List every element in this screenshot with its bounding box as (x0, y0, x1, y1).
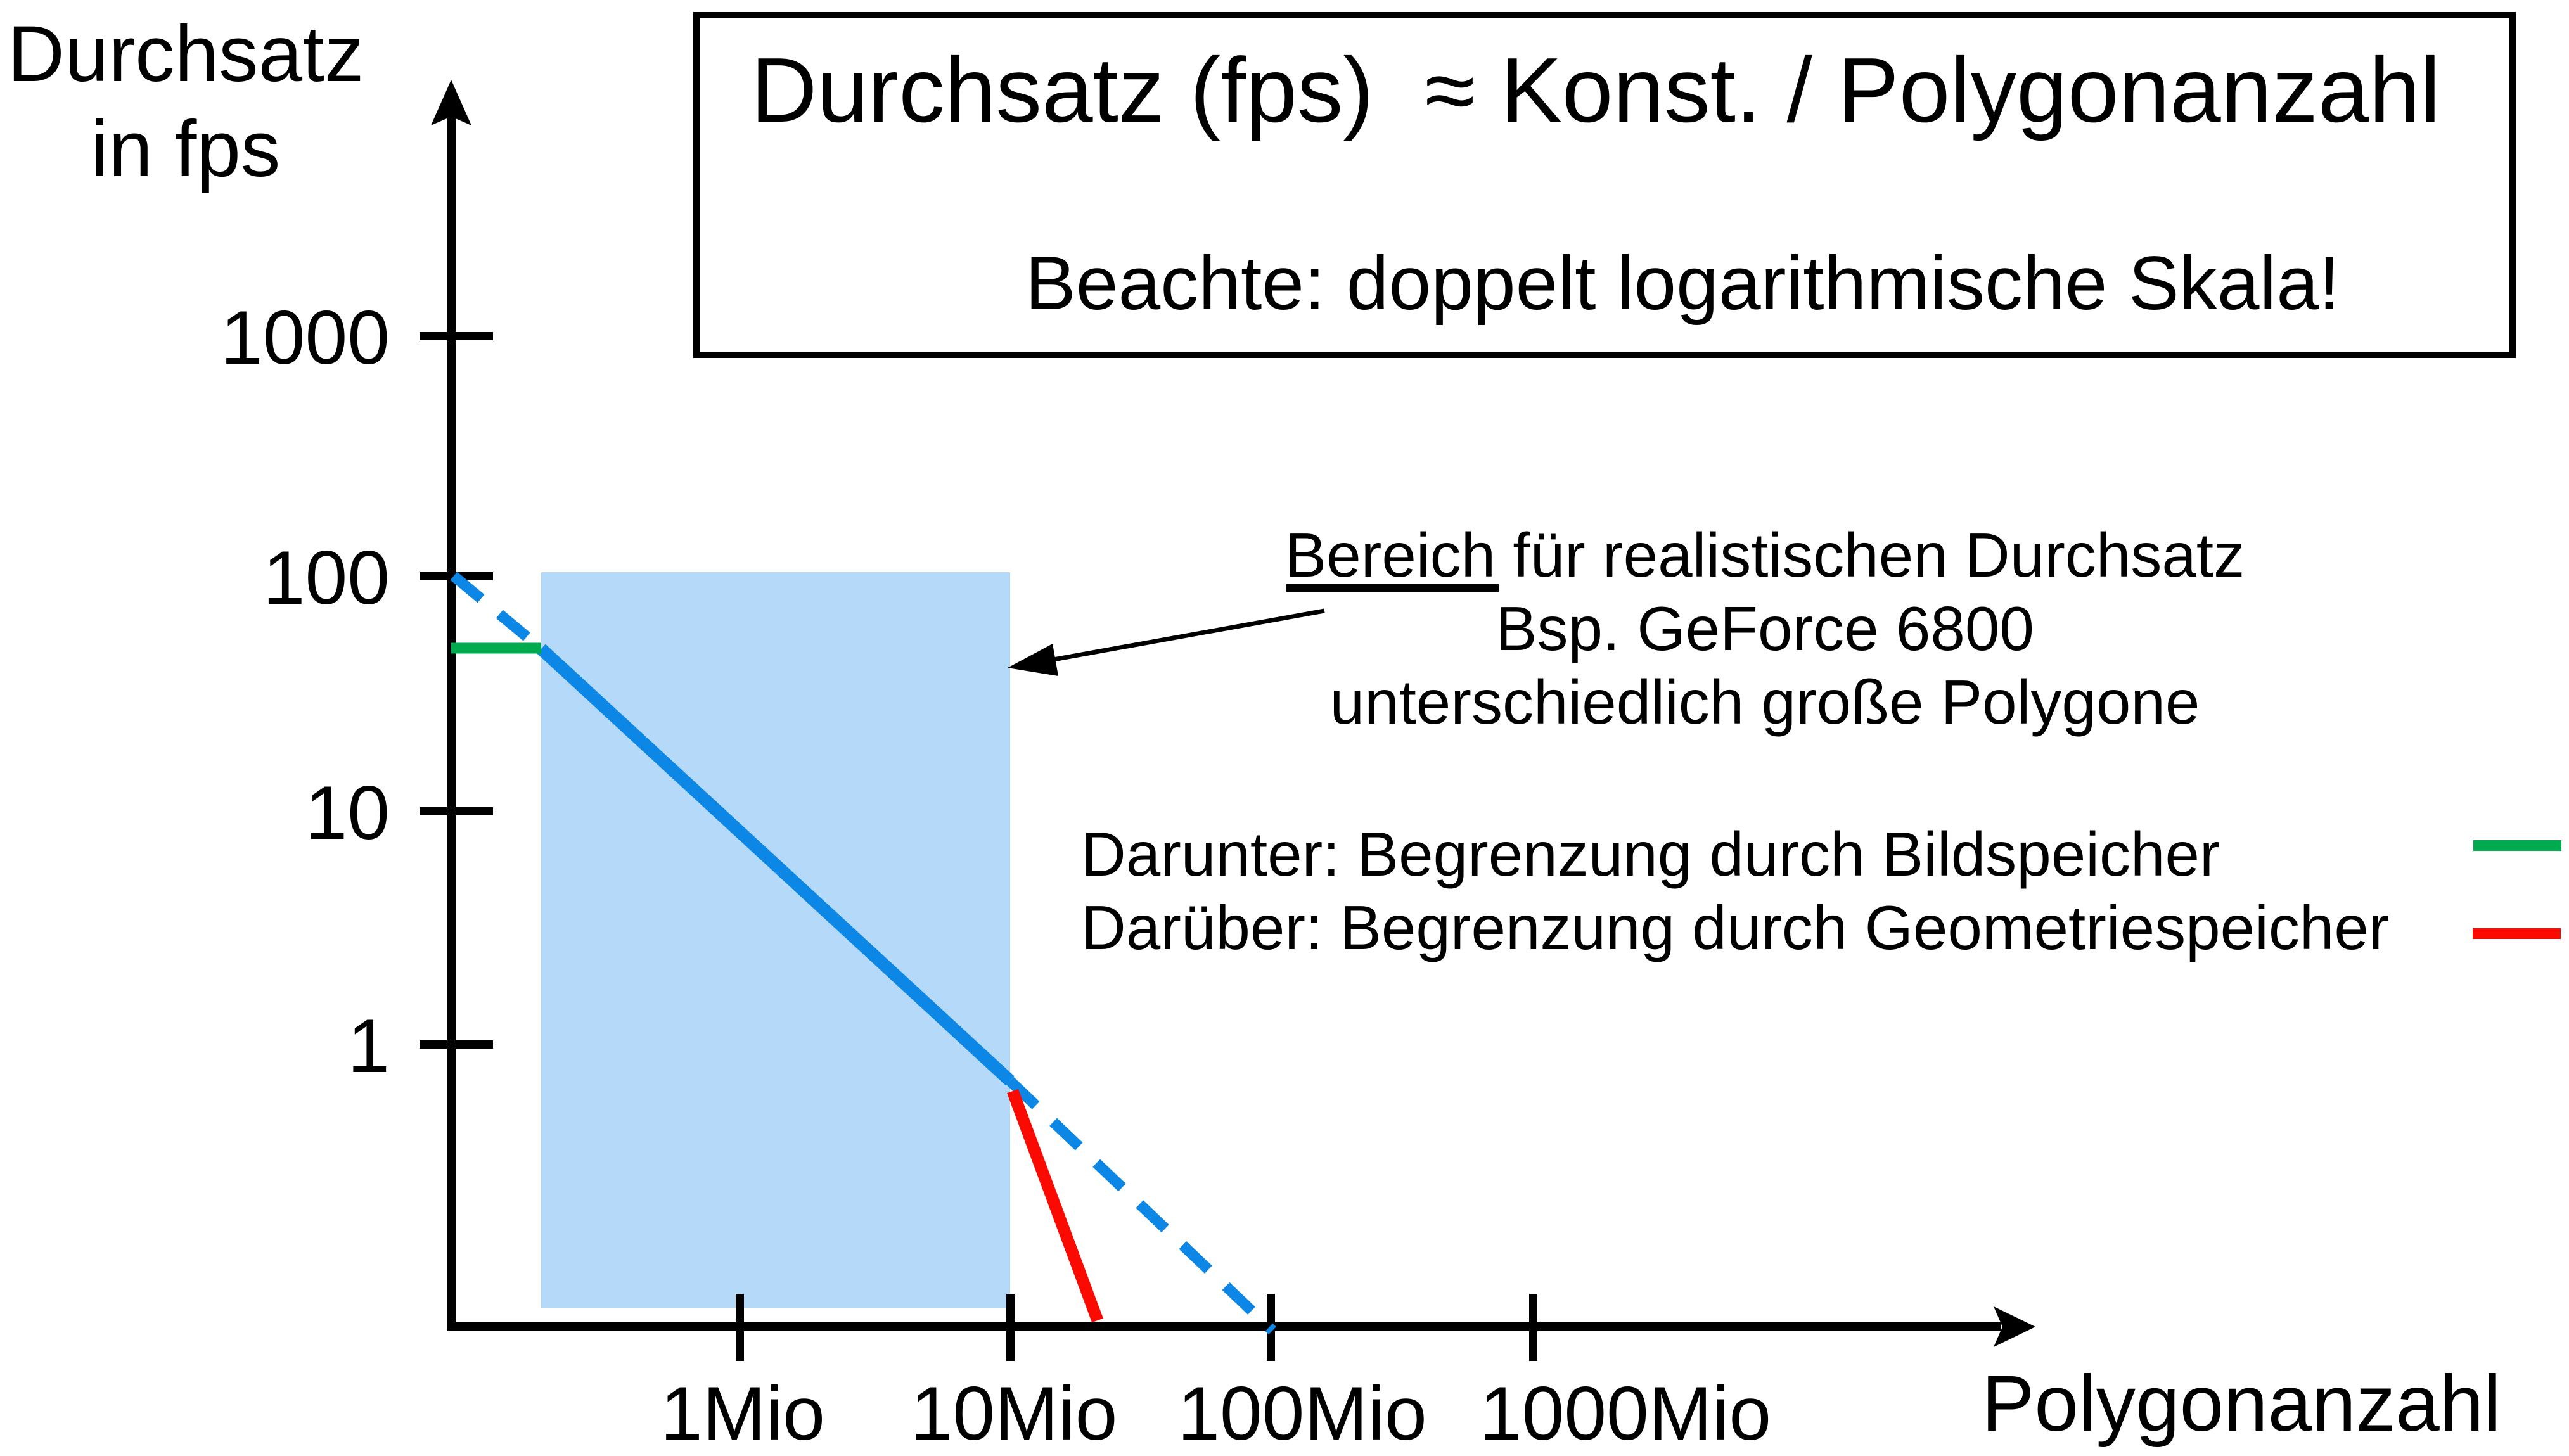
geometriespeicher-limit-line (1007, 1089, 1103, 1323)
chart-subtitle: Beachte: doppelt logarithmische Skala! (1025, 241, 2340, 326)
title-box (693, 12, 2516, 358)
bereich-underline (1286, 584, 1499, 592)
y-tick-1000 (420, 332, 493, 340)
x-tick-label-10mio: 10Mio (911, 1371, 1118, 1456)
annotation-line3: unterschiedlich große Polygone (1330, 667, 2200, 737)
annotation-arrow-line (1039, 608, 1325, 665)
annotation-arrowhead-icon (1008, 644, 1058, 676)
y-axis-title-line1: Durchsatz (8, 10, 364, 98)
x-axis-title: Polygonanzahl (1982, 1360, 2501, 1448)
x-axis-line (447, 1322, 2001, 1331)
x-tick-label-100mio: 100Mio (1177, 1371, 1427, 1456)
x-axis-arrow-icon (1994, 1306, 2035, 1347)
x-tick-1mio (736, 1294, 744, 1361)
y-tick-label-1000: 1000 (221, 295, 390, 380)
legend-swatch-red (2473, 928, 2561, 939)
annotation-line1: Bereich für realistischen Durchsatz (1285, 520, 2245, 590)
y-tick-1 (420, 1040, 493, 1049)
legend-swatch-green (2473, 840, 2561, 851)
throughput-line-dashed-left (450, 572, 545, 653)
x-tick-10mio (1006, 1294, 1015, 1361)
x-tick-label-1000mio: 1000Mio (1480, 1371, 1771, 1456)
realistic-throughput-region (541, 572, 1010, 1308)
chart-title: Durchsatz (fps) ≈ Konst. / Polygonanzahl (751, 39, 2441, 141)
y-tick-label-10: 10 (305, 770, 390, 855)
y-axis-line (447, 112, 456, 1331)
y-axis-title-line2: in fps (91, 105, 281, 193)
y-tick-label-1: 1 (347, 1004, 390, 1089)
x-tick-label-1mio: 1Mio (660, 1371, 825, 1456)
legend-label-geometriespeicher: Darüber: Begrenzung durch Geometriespeic… (1081, 893, 2390, 962)
y-tick-10 (420, 807, 493, 815)
y-tick-label-100: 100 (263, 535, 390, 620)
throughput-line-solid (537, 644, 1015, 1086)
annotation-line2: Bsp. GeForce 6800 (1496, 594, 2034, 663)
y-axis-arrow-icon (431, 80, 471, 125)
x-tick-1000mio (1529, 1294, 1537, 1361)
legend-label-bildspeicher: Darunter: Begrenzung durch Bildspeicher (1081, 819, 2220, 889)
throughput-line-dashed-right (1006, 1076, 1276, 1335)
